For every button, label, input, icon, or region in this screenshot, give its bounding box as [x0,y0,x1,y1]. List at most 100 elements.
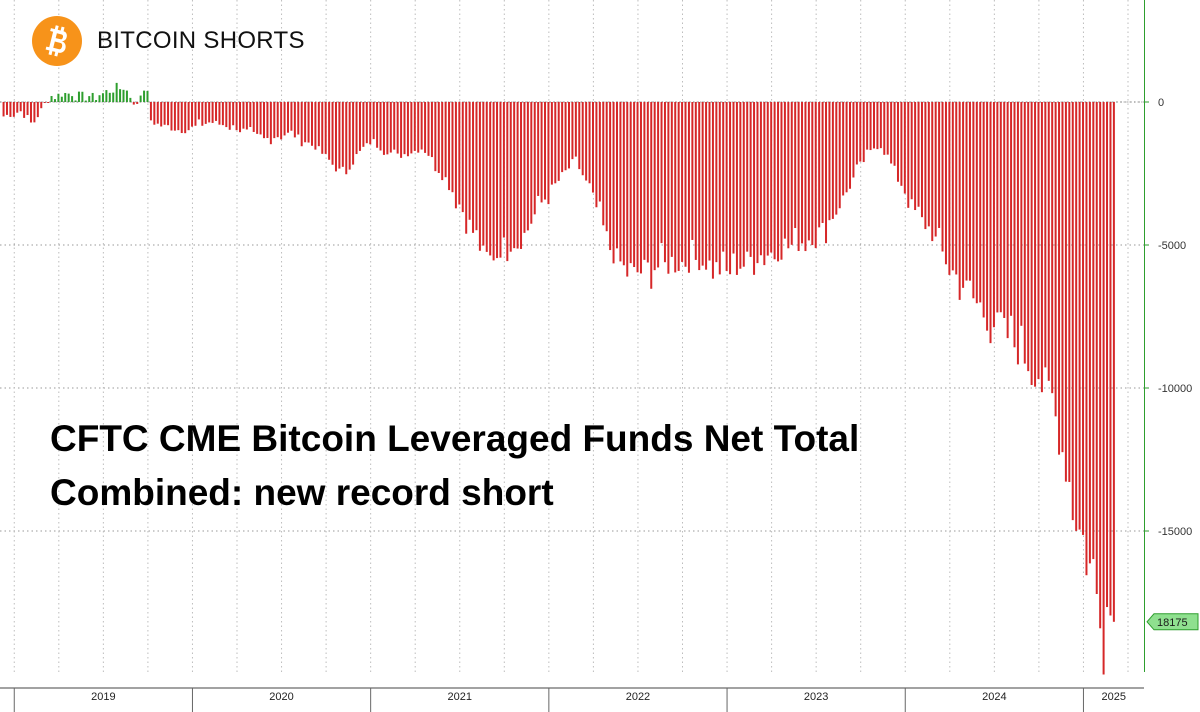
bar [557,102,560,181]
bar [585,102,588,181]
bar [968,102,971,281]
bar [451,102,454,193]
bar [2,102,5,117]
x-tick-label: 2020 [269,691,293,703]
bar [615,102,618,249]
bar [208,102,211,123]
bar [352,102,355,165]
x-tick-label: 2022 [626,691,650,703]
bar [71,96,74,102]
bar [578,102,581,170]
bar [19,102,22,112]
bar [818,102,821,228]
bar [293,102,296,138]
bar [29,102,32,123]
bar [218,102,221,125]
bar [941,102,944,252]
bar [215,102,218,121]
bar [280,102,283,140]
bar [876,102,879,150]
bar [1068,102,1071,482]
bar [698,102,701,271]
bar [300,102,303,147]
bar [849,102,852,189]
bar [489,102,492,256]
bar [1112,102,1115,622]
bar [454,102,457,209]
brand-name: BITCOIN SHORTS [97,27,305,54]
bar [132,102,135,105]
bar [98,95,101,102]
bar [1092,102,1095,560]
bar [242,102,245,129]
bar [787,102,790,249]
bar [622,102,625,266]
bar [982,102,985,318]
bar [694,102,697,260]
bar [1054,102,1057,417]
bar [825,102,828,244]
bar [324,102,327,154]
bar [540,102,543,203]
bar [74,100,77,102]
bar [944,102,947,265]
bar [382,102,385,155]
bar [5,102,8,115]
bar [523,102,526,233]
chart-headline: CFTC CME Bitcoin Leveraged Funds Net Tot… [50,412,859,520]
bar [286,102,289,133]
bar [492,102,495,261]
bar [64,92,67,102]
bar [40,102,43,109]
bar [249,102,252,128]
bar [821,102,824,223]
bar [739,102,742,269]
bar [619,102,622,262]
bar [807,102,810,241]
bar [711,102,714,279]
bar [972,102,975,299]
bar [852,102,855,178]
bar [506,102,509,262]
bar [965,102,968,281]
bar [146,90,149,102]
bar [753,102,756,275]
bar [835,102,838,215]
bar [485,102,488,252]
bar [612,102,615,264]
bar [526,102,529,231]
bar [232,102,235,126]
bar [372,102,375,140]
bar [310,102,313,146]
bar [101,93,104,102]
bar [903,102,906,194]
bar [773,102,776,260]
bar [355,102,358,155]
bar [893,102,896,166]
bar [962,102,965,288]
bar [801,102,804,244]
bar [112,92,115,102]
bar [1040,102,1043,393]
bar [221,102,224,126]
bar [749,102,752,257]
bar [1075,102,1078,531]
bar [1016,102,1019,365]
bar [574,102,577,157]
y-tick-label: -10000 [1158,383,1192,395]
bar [722,102,725,252]
bar [448,102,451,191]
bar [273,102,276,139]
bar [1088,102,1091,564]
bar [842,102,845,196]
bar [687,102,690,273]
bar [365,102,368,144]
bar [81,91,84,102]
bar [410,102,413,154]
bar [26,102,29,116]
bar [386,102,389,155]
bar [537,102,540,196]
bar [677,102,680,271]
last-value-marker [1146,613,1199,631]
bar [513,102,516,249]
